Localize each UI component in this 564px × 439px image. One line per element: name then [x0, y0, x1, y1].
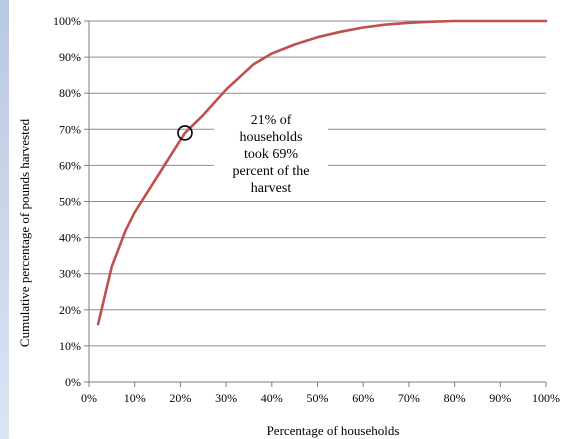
x-tick-label: 100% — [532, 391, 560, 405]
axes — [84, 20, 547, 387]
annotation-text-line: households — [240, 130, 303, 145]
series-layer — [96, 19, 548, 326]
annotation-text-line: 21% of — [251, 113, 292, 128]
x-tick-label: 90% — [489, 391, 511, 405]
x-tick-label: 20% — [169, 391, 191, 405]
annotation-marker — [177, 125, 193, 141]
x-tick-label: 0% — [81, 391, 97, 405]
x-axis-label: Percentage of households — [267, 423, 400, 438]
x-tick-labels: 0% 10% 20% 30% 40% 50% 60% 70% 80% 90% 100% — [81, 391, 560, 405]
y-tick-label: 60% — [59, 158, 81, 172]
annotation-text-line: harvest — [251, 181, 292, 196]
annotation-text-line: took 69% — [244, 147, 298, 162]
y-tick-label: 70% — [59, 122, 81, 136]
y-tick-label: 40% — [59, 231, 81, 245]
x-tick-label: 10% — [124, 391, 146, 405]
y-tick-label: 30% — [59, 267, 81, 281]
x-tick-label: 60% — [352, 391, 374, 405]
y-tick-labels: 0% 10% 20% 30% 40% 50% 60% 70% 80% 90% 100% — [53, 14, 81, 389]
x-tick-label: 70% — [398, 391, 420, 405]
x-tick-label: 50% — [307, 391, 329, 405]
y-tick-label: 20% — [59, 303, 81, 317]
y-tick-label: 90% — [59, 50, 81, 64]
annotation-background — [214, 111, 328, 200]
y-tick-label: 100% — [53, 14, 81, 28]
chart-panel: 0% 10% 20% 30% 40% 50% 60% 70% 80% 90% 100% 0% 10% 2… — [9, 0, 564, 439]
y-tick-label: 50% — [59, 195, 81, 209]
y-axis-label: Cumulative percentage of pounds harveste… — [17, 118, 32, 347]
y-tick-label: 80% — [59, 86, 81, 100]
x-tick-label: 30% — [215, 391, 237, 405]
line-chart: 0% 10% 20% 30% 40% 50% 60% 70% 80% 90% 100% 0% 10% 2… — [17, 14, 560, 438]
y-tick-label: 10% — [59, 339, 81, 353]
x-tick-label: 40% — [261, 391, 283, 405]
x-tick-label: 80% — [444, 391, 466, 405]
series-line — [96, 19, 548, 326]
annotation-text-line: percent of the — [233, 164, 310, 179]
y-tick-label: 0% — [65, 375, 81, 389]
annotation: 21% of households took 69% percent of the ha… — [214, 111, 328, 200]
